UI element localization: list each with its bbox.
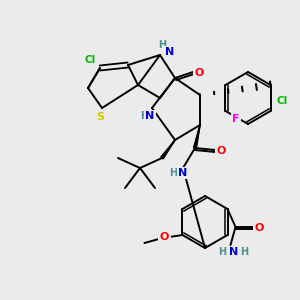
Text: N: N bbox=[178, 168, 188, 178]
Text: H: H bbox=[140, 111, 148, 121]
Text: Cl: Cl bbox=[84, 55, 96, 65]
Text: O: O bbox=[194, 68, 204, 78]
Text: N: N bbox=[229, 247, 238, 257]
Polygon shape bbox=[194, 125, 200, 148]
Text: H: H bbox=[241, 247, 249, 257]
Text: H: H bbox=[169, 168, 177, 178]
Text: N: N bbox=[165, 47, 175, 57]
Text: O: O bbox=[255, 223, 264, 233]
Polygon shape bbox=[161, 140, 175, 159]
Text: Cl: Cl bbox=[277, 96, 288, 106]
Text: F: F bbox=[232, 114, 240, 124]
Text: S: S bbox=[96, 112, 104, 122]
Text: H: H bbox=[218, 247, 226, 257]
Text: N: N bbox=[146, 111, 154, 121]
Text: O: O bbox=[160, 232, 169, 242]
Text: H: H bbox=[158, 40, 166, 50]
Text: O: O bbox=[216, 146, 226, 156]
